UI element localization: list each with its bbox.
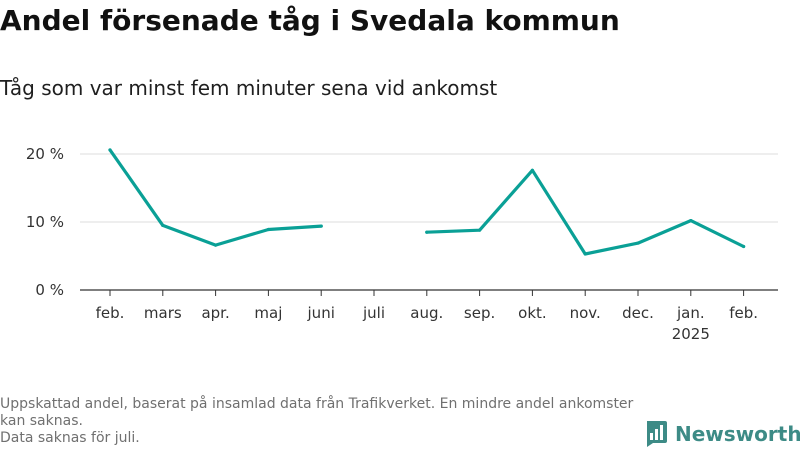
brand-name: Newsworthy [675, 422, 800, 446]
y-tick-label: 0 % [35, 281, 64, 299]
data-point [214, 243, 218, 247]
x-tick-label: sep. [464, 304, 495, 322]
x-tick-label: mars [144, 304, 182, 322]
x-tick-label: juli [362, 304, 385, 322]
line-chart: 0 % 10 % 20 % feb. mars apr. maj juni juli aug. s… [26, 145, 778, 343]
series-line-segment [108, 148, 323, 247]
data-point [689, 219, 693, 223]
brand: Newsworthy [644, 420, 800, 448]
x-tick-label: okt. [518, 304, 547, 322]
x-tick-label: dec. [622, 304, 654, 322]
x-tick-label: juni [307, 304, 335, 322]
x-tick-label: feb. [729, 304, 758, 322]
chart-title: Andel försenade tåg i Svedala kommun [0, 4, 620, 37]
y-tick-label: 10 % [26, 213, 64, 231]
footnote-source: Uppskattad andel, baserat på insamlad da… [0, 396, 634, 429]
x-axis-ticks: feb. mars apr. maj juni juli aug. sep. okt. nov. d… [96, 290, 758, 343]
y-axis-ticks: 0 % 10 % 20 % [26, 145, 64, 299]
data-point [583, 252, 587, 256]
newsworthy-logo-icon [647, 421, 667, 447]
gridlines [80, 153, 778, 291]
y-tick-label: 20 % [26, 145, 64, 163]
data-point [161, 223, 165, 227]
chart-subtitle: Tåg som var minst fem minuter sena vid a… [0, 76, 498, 100]
x-tick-label: jan. [676, 304, 705, 322]
x-tick-label: nov. [570, 304, 601, 322]
data-point [108, 148, 112, 152]
data-point [266, 227, 270, 232]
x-tick-year-label: 2025 [672, 325, 710, 343]
data-point [425, 230, 429, 234]
x-tick-label: apr. [201, 304, 229, 322]
series-line-segment [425, 168, 746, 256]
footnote: Uppskattad andel, baserat på insamlad da… [0, 396, 640, 447]
x-tick-label: maj [254, 304, 282, 322]
data-point [742, 244, 746, 249]
data-point [319, 224, 323, 228]
data-point [530, 168, 535, 172]
data-point [478, 228, 482, 232]
data-point [636, 241, 640, 245]
series-lines [108, 148, 746, 256]
footnote-missing-data: Data saknas för juli. [0, 430, 140, 446]
x-tick-label: aug. [410, 304, 443, 322]
x-tick-label: feb. [96, 304, 125, 322]
